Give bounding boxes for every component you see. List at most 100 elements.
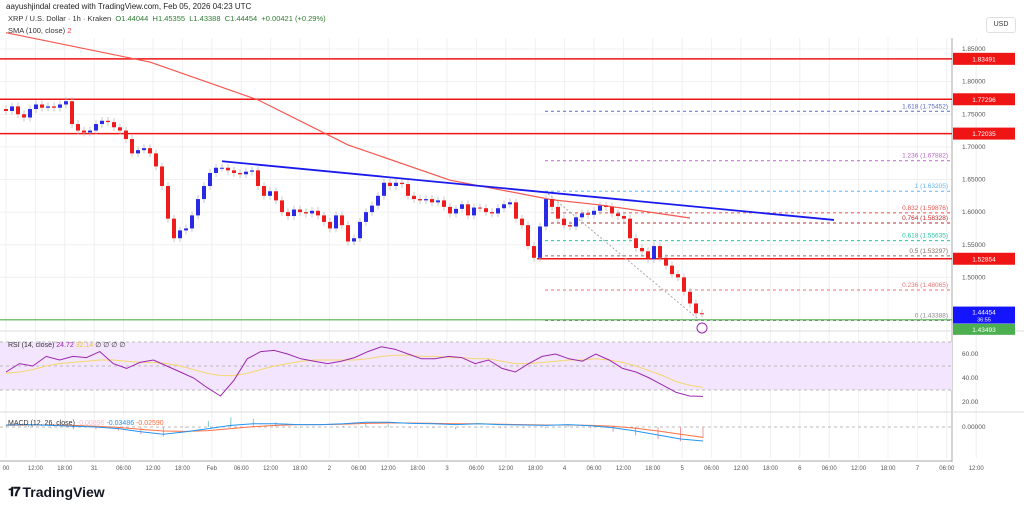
macd-label: MACD (12, 26, close)	[8, 420, 75, 427]
candle-up	[592, 210, 596, 215]
rsi-tick-label: 40.00	[962, 375, 979, 382]
macd-histogram-bar	[342, 425, 344, 427]
candle-up	[136, 150, 140, 154]
candle-up	[352, 238, 356, 242]
candle-up	[58, 104, 62, 108]
y-tick-label: 1.65000	[962, 177, 986, 184]
level-price-label: 1.83491	[972, 56, 996, 63]
candle-down	[616, 213, 620, 217]
candle-up	[382, 182, 386, 196]
high-value: H1.45355	[152, 14, 186, 23]
candle-up	[10, 106, 14, 111]
candle-down	[466, 204, 470, 216]
macd-tick-label: 0.00000	[962, 424, 986, 431]
macd-histogram-bar	[410, 427, 412, 429]
candle-down	[124, 130, 128, 140]
candle-down	[232, 170, 236, 173]
macd-histogram-bar	[455, 427, 457, 430]
macd-histogram-bar	[477, 427, 479, 428]
fib-level-label: 1 (1.63205)	[915, 183, 948, 190]
macd-histogram-bar	[365, 423, 367, 427]
x-tick-label: 6	[798, 466, 802, 472]
sma-legend[interactable]: SMA (100, close) 2	[8, 26, 71, 35]
rsi-tick-label: 20.00	[962, 399, 979, 406]
x-tick-label: 12:00	[969, 466, 985, 472]
candle-up	[310, 210, 314, 214]
candle-up	[508, 202, 512, 205]
fib-level-label: 0.764 (1.58328)	[902, 215, 948, 222]
change-value: +0.00421 (+0.29%)	[261, 14, 326, 23]
macd-histogram-bar	[230, 417, 232, 427]
candle-up	[214, 167, 218, 173]
macd-histogram-bar	[27, 425, 29, 427]
macd-histogram-bar	[275, 422, 277, 427]
x-tick-label: 06:00	[234, 466, 250, 472]
candle-down	[76, 124, 80, 131]
y-tick-label: 1.55000	[962, 242, 986, 249]
candle-up	[220, 167, 224, 169]
level-price-tag	[953, 252, 1015, 265]
candle-down	[670, 265, 674, 275]
x-tick-label: 06:00	[469, 466, 485, 472]
x-tick-label: 12:00	[28, 466, 44, 472]
macd-histogram-bar	[252, 418, 254, 427]
candle-down	[658, 246, 662, 258]
candle-down	[262, 186, 266, 196]
candle-down	[172, 218, 176, 239]
macd-histogram-bar	[162, 427, 164, 437]
sma-value: 2	[67, 26, 72, 35]
candle-up	[472, 207, 476, 216]
candle-down	[112, 122, 116, 128]
candle-up	[64, 101, 68, 105]
macd-legend[interactable]: MACD (12, 26, close) -0.00896 -0.03486 -…	[8, 420, 164, 427]
candle-down	[664, 257, 668, 266]
candle-up	[184, 228, 188, 231]
candle-down	[646, 251, 650, 260]
x-tick-label: 3	[445, 466, 449, 472]
x-tick-label: 12:00	[263, 466, 279, 472]
symbol-title[interactable]: XRP / U.S. Dollar · 1h · Kraken	[8, 14, 112, 23]
rsi-signal-value: 32.14	[75, 342, 94, 349]
fib-level-label: 0.618 (1.55635)	[902, 233, 948, 240]
x-tick-label: 06:00	[822, 466, 838, 472]
x-tick-label: 06:00	[586, 466, 602, 472]
candle-up	[250, 170, 254, 172]
candle-down	[82, 130, 86, 133]
level-price-tag	[953, 93, 1015, 106]
fib-level-label: 0 (1.43388)	[915, 313, 948, 320]
x-tick-label: 7	[916, 466, 920, 472]
low-value: L1.43388	[189, 14, 221, 23]
macd-histogram-bar	[140, 427, 142, 435]
y-tick-label: 1.70000	[962, 144, 986, 151]
candle-up	[652, 246, 656, 260]
candle-down	[676, 274, 680, 278]
candle-up	[268, 191, 272, 196]
level-price-label: 1.52854	[972, 256, 996, 263]
x-tick-label: 12:00	[145, 466, 161, 472]
x-tick-label: 12:00	[381, 466, 397, 472]
fib-level-label: 0.832 (1.59876)	[902, 205, 948, 212]
candle-down	[52, 106, 56, 108]
candle-down	[286, 212, 290, 217]
candle-up	[46, 106, 50, 108]
tradingview-logo[interactable]: 𝟏𝟕 TradingView	[8, 484, 105, 500]
rsi-legend[interactable]: RSI (14, close) 24.72 32.14 ∅ ∅ ∅ ∅	[8, 341, 125, 349]
currency-button[interactable]: USD	[986, 17, 1016, 33]
macd-histogram-bar	[432, 427, 434, 429]
candle-up	[190, 215, 194, 229]
candle-up	[460, 204, 464, 209]
candle-down	[532, 246, 536, 258]
candle-up	[394, 182, 398, 187]
macd-histogram-bar	[657, 427, 659, 439]
y-tick-label: 1.80000	[962, 79, 986, 86]
current-price-label: 1.44454	[972, 310, 996, 317]
candle-down	[478, 207, 482, 209]
x-tick-label: 06:00	[351, 466, 367, 472]
candle-up	[178, 230, 182, 239]
fib-level-label: 1.618 (1.75452)	[902, 103, 948, 110]
candle-down	[160, 166, 164, 187]
x-tick-label: 2	[328, 466, 332, 472]
x-tick-label: 18:00	[57, 466, 73, 472]
candle-up	[436, 200, 440, 203]
